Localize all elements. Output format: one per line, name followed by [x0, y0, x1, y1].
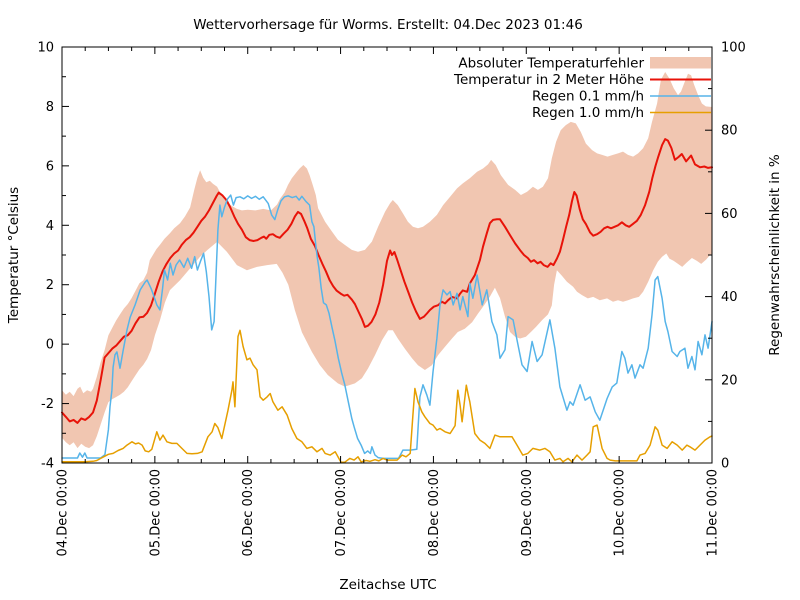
y-right-tick-label: 20 — [721, 373, 738, 388]
axes-and-ticks: 04.Dec 00:00 05.Dec 00:00 06.Dec 00:00 07.D… — [37, 41, 745, 557]
x-tick-label: 10.Dec 00:00 — [613, 469, 628, 556]
x-tick-label: 06.Dec 00:00 — [241, 469, 256, 556]
y-right-tick-label: 60 — [721, 207, 738, 222]
x-tick-label: 04.Dec 00:00 — [56, 469, 71, 556]
legend: Absoluter Temperaturfehler Temperatur in… — [453, 56, 711, 121]
x-tick-label: 05.Dec 00:00 — [148, 469, 163, 556]
y-left-tick-label: 6 — [46, 159, 54, 174]
chart-title: Wettervorhersage für Worms. Erstellt: 04… — [193, 17, 583, 33]
data-series — [61, 138, 713, 463]
x-tick-label: 11.Dec 00:00 — [706, 469, 721, 556]
temperature-2m-line — [61, 138, 713, 424]
y-left-tick-label: 10 — [37, 41, 54, 56]
y-left-tick-label: 0 — [46, 338, 54, 353]
y-left-tick-label: 8 — [46, 100, 54, 115]
legend-label-temperature-error: Absoluter Temperaturfehler — [458, 56, 644, 72]
y-right-tick-label: 40 — [721, 290, 738, 305]
x-axis-title: Zeitachse UTC — [339, 577, 436, 593]
legend-label-rain10: Regen 1.0 mm/h — [532, 105, 644, 121]
y-right-axis-title: Regenwahrscheinlichkeit in % — [767, 154, 783, 356]
y-left-tick-label: -4 — [41, 457, 54, 472]
y-right-tick-label: 0 — [721, 457, 729, 472]
x-tick-label: 08.Dec 00:00 — [427, 469, 442, 556]
y-right-tick-label: 80 — [721, 124, 738, 139]
legend-swatch-temperature-error-band — [650, 57, 711, 69]
x-tick-label: 09.Dec 00:00 — [520, 469, 535, 556]
y-left-tick-label: -2 — [41, 397, 54, 412]
legend-label-temperature: Temperatur in 2 Meter Höhe — [453, 72, 644, 88]
rain-0-1mm-line — [61, 194, 713, 460]
rain-1-0mm-line — [61, 329, 713, 463]
y-left-tick-label: 4 — [46, 219, 54, 234]
legend-label-rain01: Regen 0.1 mm/h — [532, 89, 644, 105]
y-left-axis-title: Temperatur °Celsius — [6, 187, 22, 324]
y-right-tick-label: 100 — [721, 41, 746, 56]
x-tick-label: 07.Dec 00:00 — [334, 469, 349, 556]
y-left-tick-label: 2 — [46, 278, 54, 293]
